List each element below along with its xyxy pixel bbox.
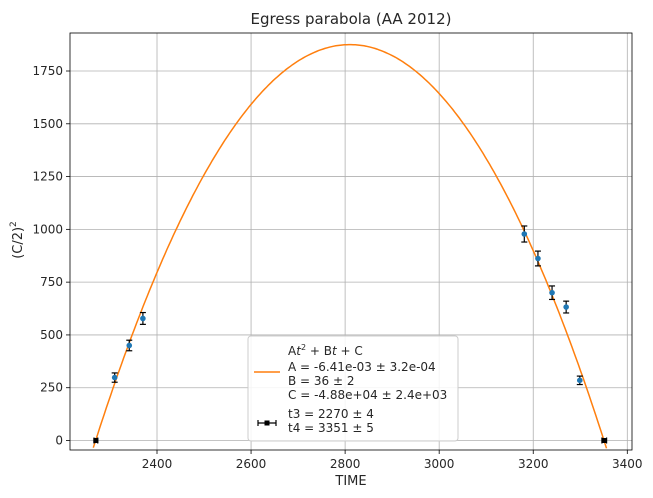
x-tick-label: 3400: [612, 457, 643, 471]
y-tick-label: 500: [40, 328, 63, 342]
legend-formula-b: + B: [306, 344, 332, 358]
y-axis-label-superscript: 2: [9, 221, 19, 227]
data-point: [549, 285, 556, 301]
legend-formula-c: + C: [337, 344, 363, 358]
y-tick-label: 750: [40, 275, 63, 289]
point-marker: [576, 377, 583, 384]
data-points-group: [93, 225, 608, 444]
x-tick-label: 2600: [236, 457, 267, 471]
plot-frame: [69, 32, 633, 451]
data-point: [139, 311, 146, 325]
legend-points-swatch-marker: [264, 420, 270, 426]
x-tick-label: 3000: [424, 457, 455, 471]
fit-curve: [92, 43, 608, 449]
point-marker: [563, 304, 569, 310]
legend: At2 + Bt + C A = -6.41e-03 ± 3.2e-04 B =…: [247, 335, 459, 442]
point-marker: [535, 255, 541, 262]
data-point: [563, 300, 570, 314]
y-tick-label: 250: [40, 381, 63, 395]
legend-fit-a: A = -6.41e-03 ± 3.2e-04: [288, 360, 436, 374]
x-tick-label: 2800: [330, 457, 361, 471]
y-tick-label: 1500: [32, 117, 63, 131]
data-point: [111, 372, 118, 383]
point-marker: [93, 437, 99, 443]
data-point: [576, 375, 583, 386]
axes: [66, 32, 633, 454]
y-axis-label: (C/2)2: [9, 221, 26, 259]
chart-title: Egress parabola (AA 2012): [251, 10, 452, 28]
y-tick-label: 1250: [32, 170, 63, 184]
point-marker: [601, 437, 607, 443]
legend-point-t3: t3 = 2270 ± 4: [288, 407, 374, 421]
legend-fit-b: B = 36 ± 2: [288, 374, 355, 388]
contact-point: [93, 437, 99, 444]
point-marker: [111, 374, 118, 381]
data-point: [534, 250, 541, 267]
legend-formula-a: A: [288, 344, 297, 358]
data-point: [521, 225, 528, 243]
legend-fit-formula: At2 + Bt + C: [288, 343, 363, 358]
x-tick-label: 3200: [518, 457, 549, 471]
point-marker: [126, 342, 133, 349]
x-tick-label: 2400: [142, 457, 173, 471]
y-tick-label: 1000: [32, 222, 63, 236]
legend-point-t4: t4 = 3351 ± 5: [288, 421, 374, 435]
fit-curve-group: [92, 43, 608, 449]
point-marker: [549, 289, 555, 296]
y-tick-label: 1750: [32, 64, 63, 78]
y-axis-label-base: (C/2): [11, 227, 26, 259]
y-tick-labels: 0 250 500 750 1000 1250 1500 1750: [32, 64, 63, 447]
legend-fit-c: C = -4.88e+04 ± 2.4e+03: [288, 388, 447, 402]
point-marker: [521, 231, 528, 237]
legend-formula-t2: t: [332, 344, 338, 358]
contact-point: [601, 437, 608, 444]
y-tick-label: 0: [55, 433, 63, 447]
legend-box: [247, 335, 459, 442]
legend-formula-exp: 2: [301, 343, 306, 352]
legend-formula-t1: t: [296, 344, 302, 358]
point-marker: [140, 315, 146, 322]
x-tick-labels: 2400 2600 2800 3000 3200 3400: [142, 457, 643, 471]
x-axis-label: TIME: [334, 474, 366, 489]
data-point: [126, 339, 133, 352]
grid-lines: [70, 33, 632, 450]
